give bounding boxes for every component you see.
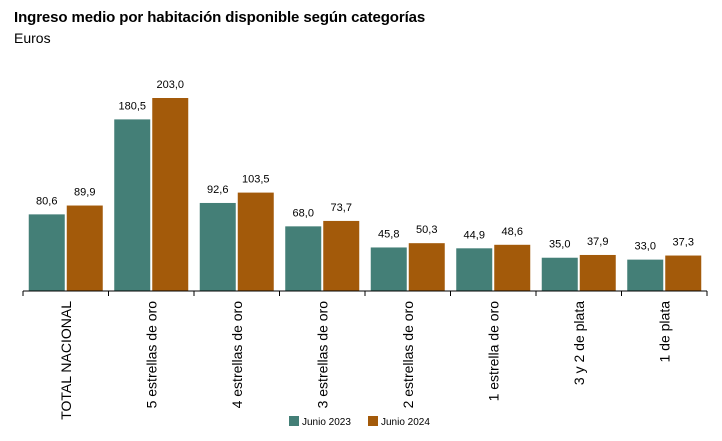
data-label: 73,7 <box>331 202 352 214</box>
chart-subtitle: Euros <box>14 30 51 46</box>
legend-swatch <box>289 416 299 426</box>
bar <box>237 192 274 291</box>
bar <box>199 202 236 291</box>
bar <box>285 226 322 291</box>
data-label: 37,3 <box>673 237 694 249</box>
data-label: 92,6 <box>207 184 228 196</box>
data-label: 48,6 <box>502 226 523 238</box>
data-label: 68,0 <box>293 207 314 219</box>
category-label: 5 estrellas de oro <box>143 301 159 409</box>
bar <box>66 205 103 291</box>
data-label: 45,8 <box>378 228 399 240</box>
chart-title: Ingreso medio por habitación disponible … <box>14 9 426 26</box>
bar <box>494 244 531 291</box>
bar <box>627 259 664 291</box>
data-label: 35,0 <box>549 239 570 251</box>
bar <box>114 119 151 291</box>
category-label: TOTAL NACIONAL <box>58 301 74 420</box>
category-label: 4 estrellas de oro <box>229 301 245 409</box>
bar <box>323 220 360 291</box>
data-label: 37,9 <box>587 236 608 248</box>
category-label: 3 y 2 de plata <box>571 301 587 385</box>
data-label: 33,0 <box>635 241 656 253</box>
bar <box>665 255 702 291</box>
data-label: 44,9 <box>464 229 485 241</box>
data-label: 89,9 <box>74 187 95 199</box>
bar <box>28 214 65 291</box>
data-label: 103,5 <box>242 174 270 186</box>
category-label: 3 estrellas de oro <box>314 301 330 409</box>
bar <box>152 98 189 291</box>
category-label: 1 estrella de oro <box>485 301 501 402</box>
category-label: 1 de plata <box>656 301 672 363</box>
bar <box>408 243 445 291</box>
data-label: 50,3 <box>416 224 437 236</box>
bar <box>541 257 578 291</box>
bar <box>370 247 407 291</box>
bar <box>579 254 616 291</box>
legend-swatch <box>368 416 378 426</box>
legend-label: Junio 2023 <box>302 417 351 428</box>
category-label: 2 estrellas de oro <box>400 301 416 409</box>
data-label: 80,6 <box>36 195 57 207</box>
data-label: 180,5 <box>118 100 146 112</box>
bar <box>456 248 493 291</box>
data-label: 203,0 <box>156 79 184 91</box>
legend-label: Junio 2024 <box>381 417 430 428</box>
